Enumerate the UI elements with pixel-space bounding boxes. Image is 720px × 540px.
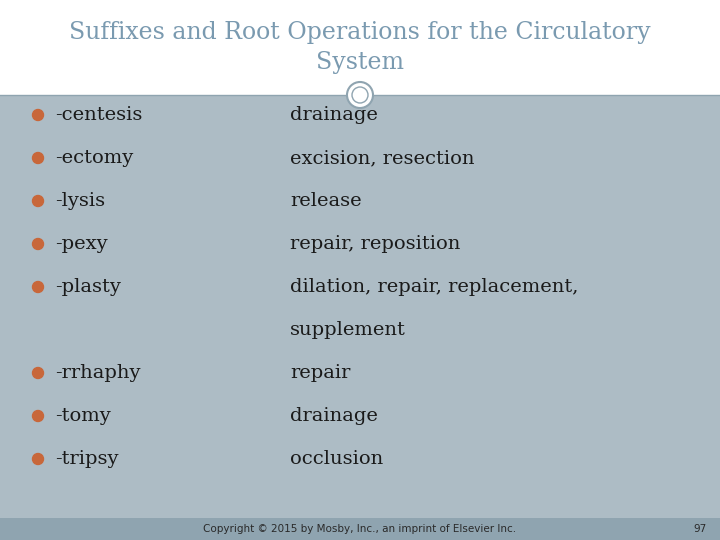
Text: -plasty: -plasty <box>55 278 121 296</box>
Circle shape <box>32 281 43 293</box>
Circle shape <box>352 87 368 103</box>
Text: repair: repair <box>290 364 351 382</box>
Circle shape <box>32 152 43 164</box>
Text: release: release <box>290 192 361 210</box>
Text: excision, resection: excision, resection <box>290 149 474 167</box>
Text: dilation, repair, replacement,: dilation, repair, replacement, <box>290 278 578 296</box>
FancyBboxPatch shape <box>0 95 720 518</box>
Circle shape <box>32 410 43 422</box>
Text: Suffixes and Root Operations for the Circulatory: Suffixes and Root Operations for the Cir… <box>69 21 651 44</box>
Text: -rrhaphy: -rrhaphy <box>55 364 140 382</box>
FancyBboxPatch shape <box>0 0 720 95</box>
Text: -ectomy: -ectomy <box>55 149 133 167</box>
Text: supplement: supplement <box>290 321 406 339</box>
Circle shape <box>32 195 43 206</box>
Text: -centesis: -centesis <box>55 106 143 124</box>
Text: occlusion: occlusion <box>290 450 383 468</box>
Text: -tomy: -tomy <box>55 407 111 425</box>
Circle shape <box>32 239 43 249</box>
Text: -lysis: -lysis <box>55 192 105 210</box>
Text: drainage: drainage <box>290 106 378 124</box>
FancyBboxPatch shape <box>0 518 720 540</box>
Text: drainage: drainage <box>290 407 378 425</box>
Circle shape <box>32 454 43 464</box>
Text: 97: 97 <box>693 524 706 534</box>
Text: -tripsy: -tripsy <box>55 450 119 468</box>
Text: Copyright © 2015 by Mosby, Inc., an imprint of Elsevier Inc.: Copyright © 2015 by Mosby, Inc., an impr… <box>204 524 516 534</box>
Circle shape <box>32 110 43 120</box>
Text: repair, reposition: repair, reposition <box>290 235 460 253</box>
Text: System: System <box>316 51 404 73</box>
Circle shape <box>347 82 373 108</box>
Circle shape <box>32 368 43 379</box>
Text: -pexy: -pexy <box>55 235 107 253</box>
